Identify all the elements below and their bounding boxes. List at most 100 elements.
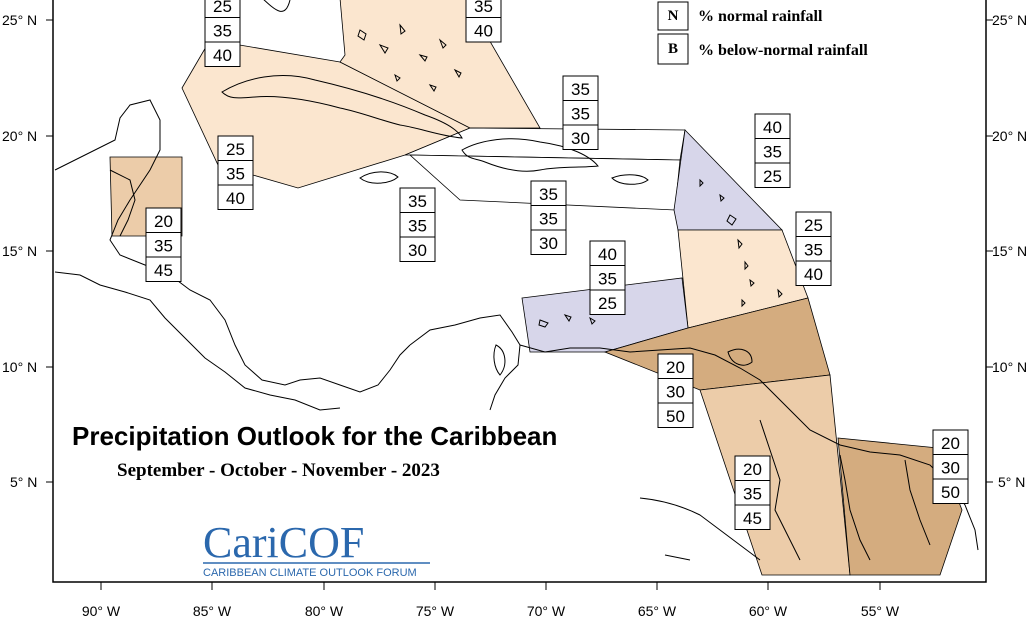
probability-boxes: 2535403540353530253540203545353530353530… <box>145 0 969 530</box>
prob-cell <box>932 429 969 455</box>
prob-cell <box>204 41 241 67</box>
prob-value: 35 <box>571 104 590 123</box>
prob-value: 35 <box>539 185 558 204</box>
prob-box-jamaica: 35 35 30 <box>399 187 436 262</box>
prob-value: 45 <box>743 509 762 528</box>
prob-value: 40 <box>598 245 617 264</box>
caricof-logo: CariCOF CARIBBEAN CLIMATE OUTLOOK FORUM <box>203 518 430 579</box>
lon-label-65: 65° W <box>638 603 677 619</box>
lat-label-right-10: 10° N <box>992 359 1027 375</box>
prob-value: 35 <box>571 80 590 99</box>
prob-cell <box>657 402 694 428</box>
prob-cell <box>530 229 567 255</box>
prob-cell <box>217 135 254 161</box>
prob-value: 40 <box>213 46 232 65</box>
lon-label-70: 70° W <box>527 603 566 619</box>
prob-value: 50 <box>941 483 960 502</box>
prob-box-windward-islands: 25 35 40 <box>795 211 832 286</box>
zone-suriname <box>837 437 963 576</box>
prob-value: 40 <box>763 118 782 137</box>
prob-cell <box>145 256 182 282</box>
prob-cell <box>734 480 771 506</box>
prob-value: 30 <box>408 241 427 260</box>
prob-cell <box>795 236 832 262</box>
prob-value: 25 <box>763 167 782 186</box>
lat-label-20: 20° N <box>2 128 37 144</box>
prob-cell <box>145 207 182 233</box>
prob-value: 20 <box>941 434 960 453</box>
lon-labels: 90° W 85° W 80° W 75° W 70° W 65° W 60° … <box>82 603 900 619</box>
prob-value: 20 <box>743 460 762 479</box>
prob-cell <box>562 124 599 150</box>
legend-key-n: N <box>668 8 679 24</box>
prob-value: 40 <box>804 265 823 284</box>
prob-value: 35 <box>598 269 617 288</box>
prob-cell <box>589 289 626 315</box>
prob-box-cuba: 25 35 40 <box>217 135 254 210</box>
prob-box-guyana: 20 35 45 <box>734 455 771 530</box>
lon-label-75: 75° W <box>416 603 455 619</box>
logo-wordmark: CariCOF <box>203 518 364 567</box>
legend: N % normal rainfall B % below-normal rai… <box>657 1 868 65</box>
prob-value: 40 <box>226 189 245 208</box>
map-subtitle: September - October - November - 2023 <box>117 460 440 481</box>
prob-value: 35 <box>226 164 245 183</box>
legend-item-below: B % below-normal rainfall <box>657 33 868 65</box>
map-title: Precipitation Outlook for the Caribbean <box>72 421 557 451</box>
lat-labels-right: 25° N 20° N 15° N 10° N 5° N <box>992 12 1027 490</box>
prob-value: 35 <box>474 0 493 16</box>
prob-box-leeward-islands: 40 35 25 <box>754 113 791 188</box>
axis-ticks <box>46 19 993 590</box>
prob-cell <box>562 75 599 101</box>
prob-value: 20 <box>666 358 685 377</box>
lat-label-10: 10° N <box>2 359 37 375</box>
prob-box-belize: 20 35 45 <box>145 207 182 282</box>
prob-value: 35 <box>408 192 427 211</box>
prob-value: 20 <box>154 212 173 231</box>
prob-cell <box>754 162 791 188</box>
prob-value: 35 <box>743 484 762 503</box>
prob-value: 35 <box>804 240 823 259</box>
prob-box-turks-caicos: 35 35 30 <box>562 75 599 150</box>
prob-cell <box>465 17 502 43</box>
lat-label-right-5: 5° N <box>998 474 1025 490</box>
prob-cell <box>754 113 791 139</box>
prob-value: 35 <box>763 142 782 161</box>
lon-label-60: 60° W <box>749 603 788 619</box>
lat-label-5: 5° N <box>10 474 37 490</box>
prob-box-bahamas-west: 25 35 40 <box>204 0 241 67</box>
prob-box-trinidad: 20 30 50 <box>657 353 694 428</box>
prob-value: 25 <box>213 0 232 16</box>
lat-label-15: 15° N <box>2 243 37 259</box>
legend-item-normal: N % normal rainfall <box>657 1 823 31</box>
prob-value: 25 <box>598 294 617 313</box>
prob-value: 50 <box>666 407 685 426</box>
lon-label-55: 55° W <box>861 603 900 619</box>
prob-cell <box>657 353 694 379</box>
prob-box-suriname: 20 30 50 <box>932 429 969 504</box>
prob-value: 30 <box>941 458 960 477</box>
prob-value: 25 <box>804 216 823 235</box>
prob-cell <box>589 240 626 266</box>
prob-value: 25 <box>226 140 245 159</box>
prob-value: 35 <box>213 21 232 40</box>
prob-cell <box>932 478 969 504</box>
lat-label-right-15: 15° N <box>992 243 1027 259</box>
lon-label-85: 85° W <box>193 603 232 619</box>
prob-value: 35 <box>408 216 427 235</box>
prob-cell <box>795 260 832 286</box>
prob-cell <box>399 187 436 213</box>
lat-label-right-20: 20° N <box>992 128 1027 144</box>
prob-cell <box>754 138 791 164</box>
prob-cell <box>399 236 436 262</box>
prob-value: 30 <box>571 129 590 148</box>
prob-cell <box>657 378 694 404</box>
prob-cell <box>734 504 771 530</box>
prob-value: 35 <box>154 236 173 255</box>
lon-label-90: 90° W <box>82 603 121 619</box>
logo-tagline: CARIBBEAN CLIMATE OUTLOOK FORUM <box>203 567 417 579</box>
legend-text-below: % below-normal rainfall <box>698 42 868 59</box>
coastlines <box>54 0 979 561</box>
lon-label-80: 80° W <box>305 603 344 619</box>
